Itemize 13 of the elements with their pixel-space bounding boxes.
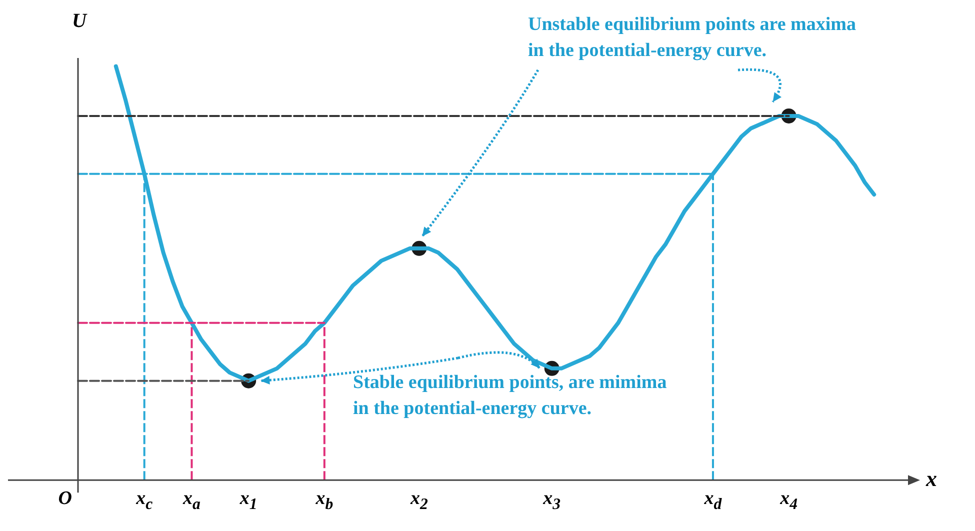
x-tick-label: x$_{1}$ (238, 488, 258, 514)
x-axis-title: x (926, 466, 937, 492)
x-tick-label: x$_{4}$ (779, 488, 798, 514)
text: Unstable equilibrium points are maxima in the potential-energy curve. (528, 13, 857, 63)
x-tick-label: x$_{3}$ (542, 488, 562, 514)
x-tick-label: x$_{c}$ (135, 488, 154, 514)
x-tick-label: x$_{a}$ (182, 488, 202, 514)
x-tick-label: x$_{d}$ (703, 488, 723, 514)
text: O (57, 488, 72, 510)
y-axis-title: U (72, 10, 86, 33)
x-tick-label: x$_{b}$ (314, 488, 334, 514)
x-tick-label: x$_{2}$ (409, 488, 429, 514)
annotation: Stable equilibrium points, are mimima in the potential-energy curve. (353, 371, 668, 421)
